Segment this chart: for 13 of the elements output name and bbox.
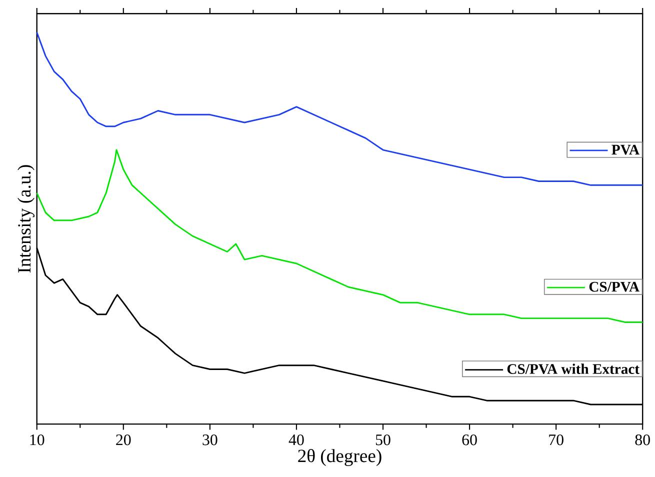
y-axis-title: Intensity (a.u.) [18, 165, 34, 273]
x-tick-label: 70 [549, 434, 564, 446]
x-tick-label: 80 [635, 434, 650, 446]
x-axis-title: 2θ (degree) [298, 448, 382, 466]
x-tick-label: 20 [116, 434, 131, 446]
legend-label: CS/PVA [589, 282, 640, 292]
x-tick-label: 50 [376, 434, 390, 446]
x-tick-label: 10 [30, 434, 44, 446]
x-tick-label: 40 [288, 434, 304, 446]
legend-label: PVA [612, 144, 640, 155]
x-tick-label: 60 [462, 434, 477, 446]
x-tick-label: 30 [202, 434, 218, 446]
legend-label: CS/PVA with Extract [507, 364, 640, 374]
